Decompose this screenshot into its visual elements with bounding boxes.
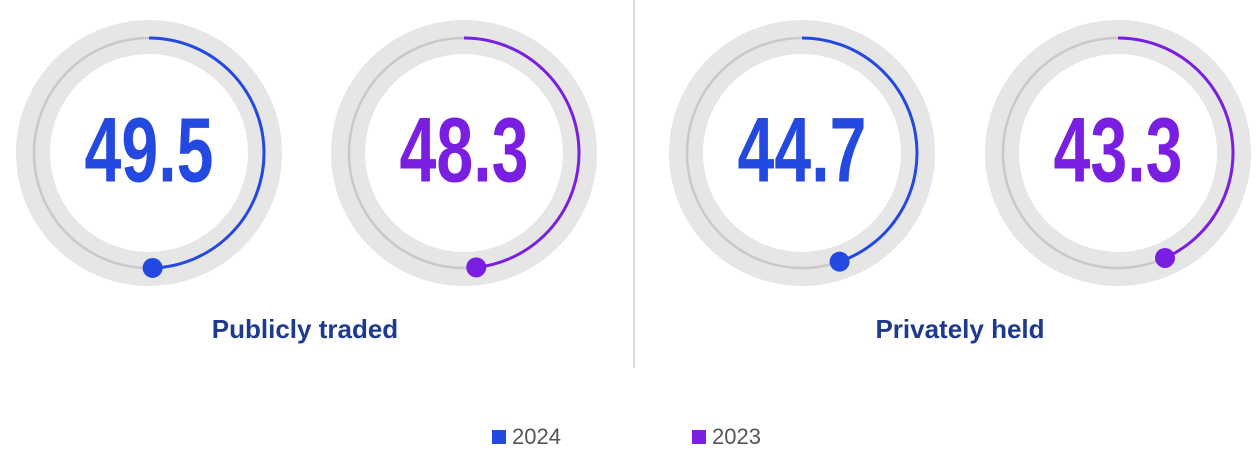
gauge-value: 43.3 (1054, 98, 1183, 201)
gauge-value: 44.7 (738, 98, 867, 201)
gauge-value: 49.5 (85, 98, 214, 201)
group-label: Publicly traded (212, 314, 398, 344)
gauge-dot (142, 257, 163, 278)
legend-swatch (492, 430, 506, 444)
group-label: Privately held (875, 314, 1044, 344)
gauge-arc (463, 36, 581, 269)
legend-swatch (692, 430, 706, 444)
gauge-arc (148, 36, 266, 270)
gauge-dot (1154, 247, 1175, 268)
gauge-dot (829, 251, 850, 272)
gauge-value: 48.3 (400, 98, 529, 201)
legend-label: 2024 (512, 424, 561, 449)
gauge-arc (801, 36, 919, 264)
gauge-dot (466, 257, 487, 278)
legend-label: 2023 (712, 424, 761, 449)
gauge-arc (1117, 36, 1235, 260)
